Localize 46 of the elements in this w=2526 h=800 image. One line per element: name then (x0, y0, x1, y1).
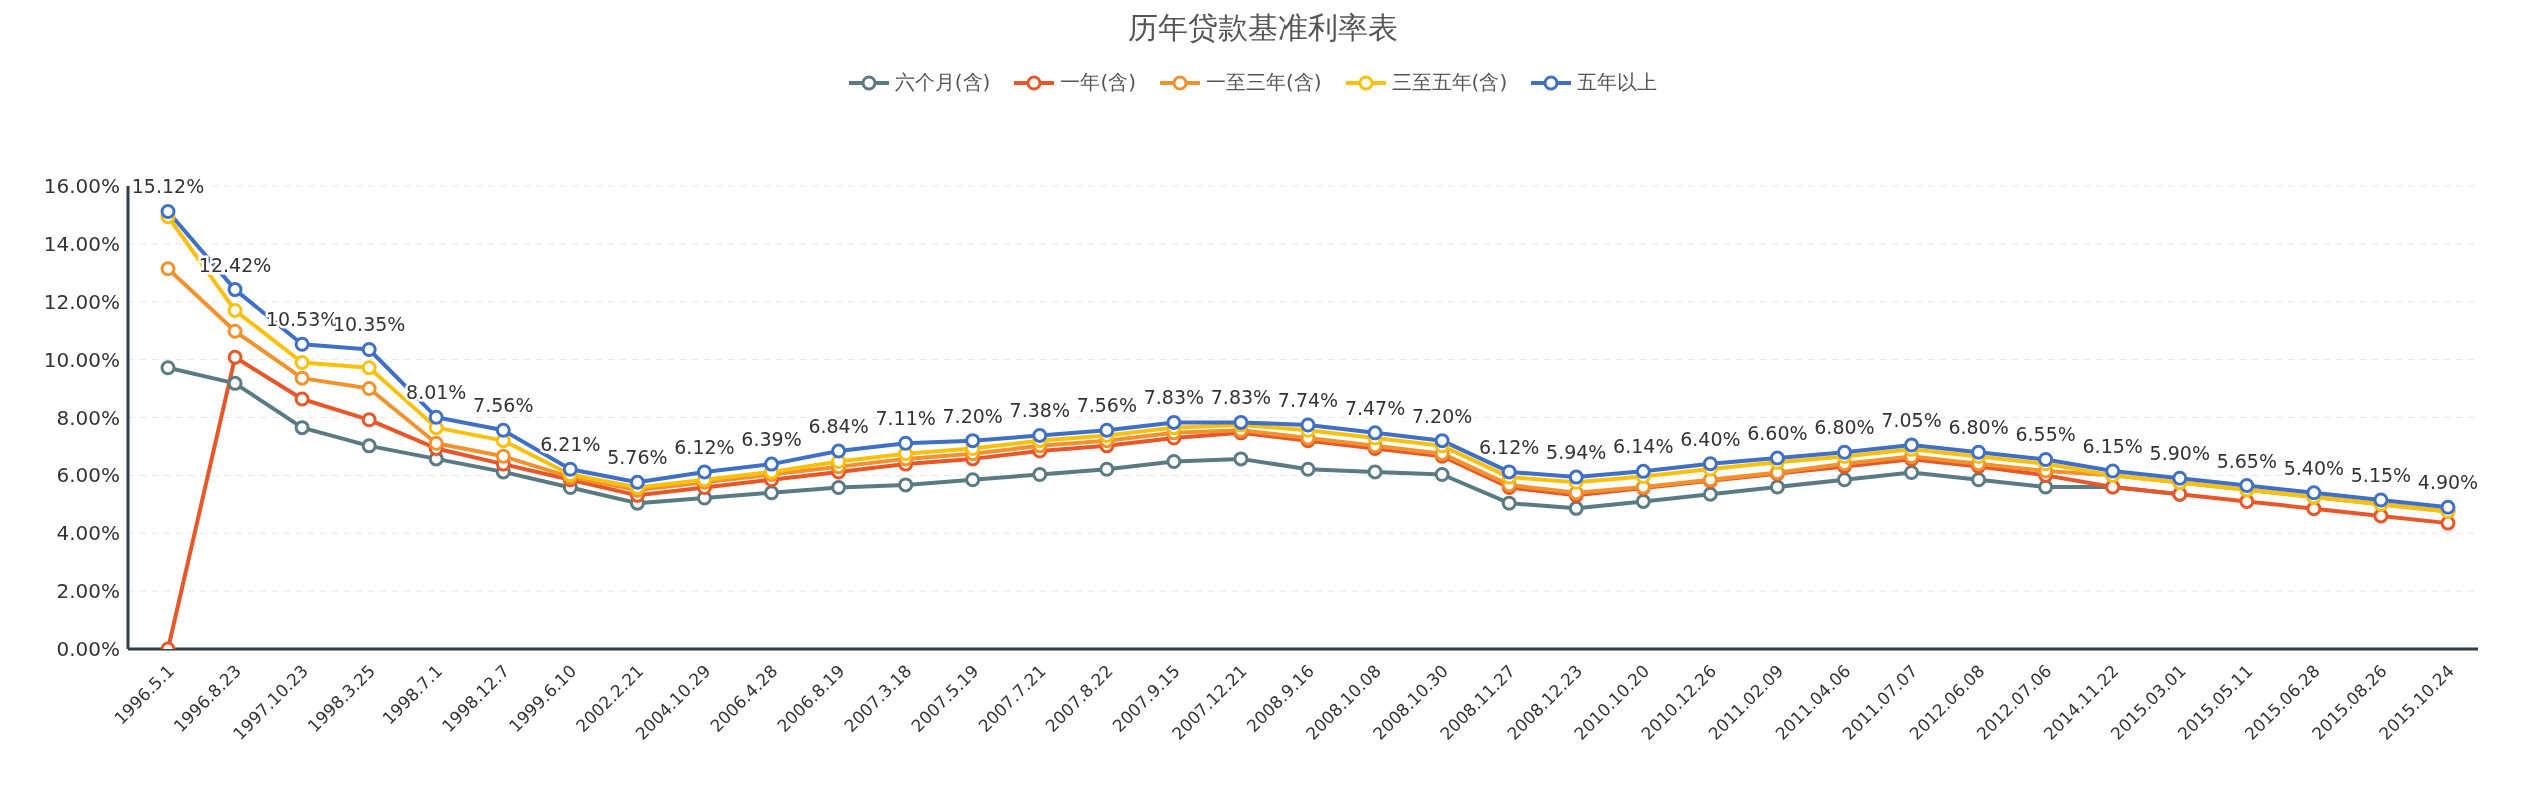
data-label: 7.56% (1076, 394, 1137, 417)
data-label: 7.47% (1344, 396, 1406, 419)
data-label: 6.80% (1814, 416, 1875, 439)
y-tick-label: 8.00% (56, 405, 120, 430)
y-tick-label: 16.00% (43, 174, 120, 199)
data-label: 7.05% (1881, 408, 1942, 431)
legend-label: 五年以上 (1576, 69, 1658, 96)
y-tick-label: 4.00% (56, 521, 120, 546)
chart-title: 历年贷款基准利率表 (1127, 9, 1399, 47)
data-label: 5.15% (2350, 463, 2412, 486)
data-label: 6.80% (1948, 416, 2009, 439)
data-label: 15.12% (131, 175, 205, 198)
data-label: 7.38% (1009, 399, 1070, 422)
y-tick-label: 10.00% (43, 347, 120, 372)
data-label: 7.11% (875, 407, 936, 430)
legend-label: 一年(含) (1059, 69, 1136, 96)
data-label: 5.65% (2216, 449, 2277, 472)
data-label: 6.40% (1680, 427, 1741, 450)
data-label: 5.90% (2149, 442, 2210, 465)
y-tick-label: 6.00% (56, 463, 120, 488)
y-tick-label: 14.00% (43, 231, 120, 256)
data-label: 5.94% (1546, 441, 1607, 464)
data-label: 7.83% (1210, 386, 1272, 409)
data-label: 5.40% (2283, 456, 2345, 479)
legend-label: 一至三年(含) (1205, 69, 1322, 96)
y-tick-label: 12.00% (43, 289, 120, 314)
data-label: 4.90% (2417, 471, 2479, 494)
data-label: 6.14% (1613, 435, 1674, 458)
legend-label: 六个月(含) (893, 69, 991, 96)
data-label: 7.20% (942, 404, 1003, 427)
data-label: 6.15% (2082, 435, 2143, 458)
data-label: 7.74% (1277, 389, 1339, 412)
data-label: 6.55% (2015, 423, 2076, 446)
legend-label: 三至五年(含) (1390, 69, 1508, 96)
data-label: 7.20% (1411, 404, 1473, 427)
y-tick-label: 2.00% (56, 579, 120, 604)
data-label: 7.56% (473, 394, 534, 417)
data-label: 6.60% (1747, 422, 1808, 445)
data-label: 6.12% (674, 435, 735, 458)
data-label: 6.84% (808, 415, 869, 438)
data-label: 6.39% (741, 428, 802, 451)
data-label: 5.76% (607, 446, 668, 469)
y-tick-label: 0.00% (56, 637, 120, 662)
data-label: 6.21% (540, 433, 601, 456)
data-label: 6.12% (1479, 435, 1540, 458)
data-label: 7.83% (1143, 386, 1205, 409)
